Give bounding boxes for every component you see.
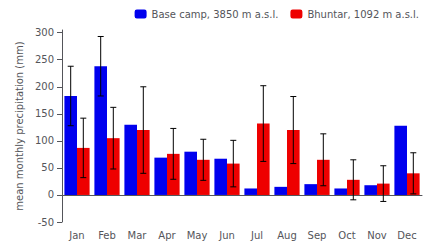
svg-text:Jan: Jan — [68, 230, 84, 241]
svg-text:Oct: Oct — [338, 230, 355, 241]
svg-text:-50: -50 — [38, 217, 54, 228]
svg-text:Bhuntar, 1092 m a.s.l.: Bhuntar, 1092 m a.s.l. — [307, 9, 419, 20]
svg-text:150: 150 — [35, 108, 54, 119]
svg-text:Sep: Sep — [308, 230, 327, 241]
svg-text:Feb: Feb — [98, 230, 116, 241]
svg-text:Mar: Mar — [128, 230, 148, 241]
svg-text:Jul: Jul — [250, 230, 263, 241]
svg-text:May: May — [187, 230, 208, 241]
svg-text:mean monthly precipitation (mm: mean monthly precipitation (mm) — [14, 41, 25, 210]
svg-text:0: 0 — [48, 189, 54, 200]
svg-text:Jun: Jun — [218, 230, 235, 241]
svg-text:Aug: Aug — [277, 230, 297, 241]
svg-text:200: 200 — [35, 81, 54, 92]
svg-text:300: 300 — [35, 27, 54, 38]
svg-text:Base camp, 3850 m a.s.l.: Base camp, 3850 m a.s.l. — [152, 9, 279, 20]
svg-text:Dec: Dec — [397, 230, 416, 241]
svg-text:Nov: Nov — [367, 230, 387, 241]
svg-text:50: 50 — [41, 162, 54, 173]
svg-text:100: 100 — [35, 135, 54, 146]
svg-text:Apr: Apr — [158, 230, 176, 241]
svg-text:250: 250 — [35, 54, 54, 65]
